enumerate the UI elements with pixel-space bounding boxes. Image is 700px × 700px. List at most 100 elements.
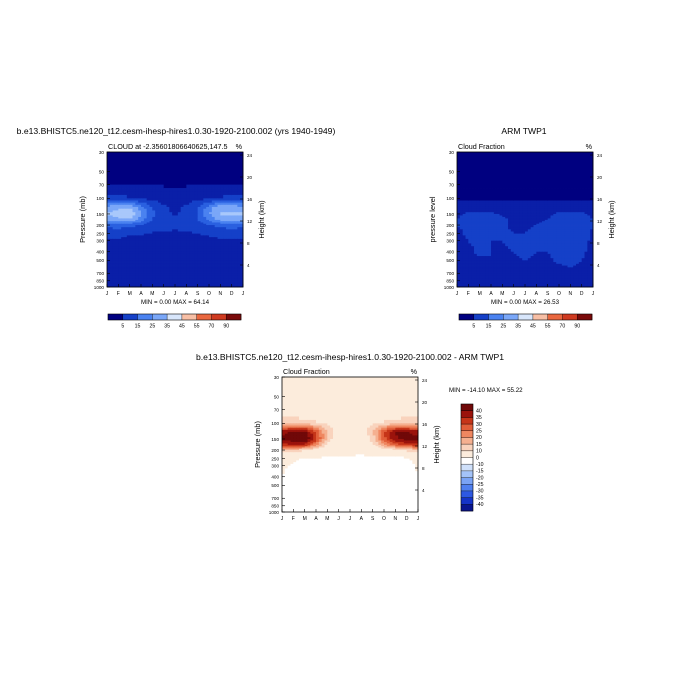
heatmap-cell — [505, 184, 509, 189]
heatmap-cell — [143, 156, 148, 163]
heatmap-cell — [180, 237, 184, 240]
x-tick-label: M — [128, 291, 132, 297]
heatmap-cell — [143, 240, 148, 244]
heatmap-cell — [175, 237, 179, 240]
heatmap-cell — [559, 227, 563, 230]
heatmap-cell — [183, 238, 187, 242]
heatmap-cell — [570, 181, 574, 186]
heatmap-cell — [186, 233, 190, 236]
heatmap-cell — [160, 253, 165, 257]
heatmap-cell — [214, 262, 218, 265]
heatmap-cell — [533, 221, 537, 223]
heatmap-cell — [194, 227, 199, 230]
heatmap-cell — [189, 227, 193, 230]
heatmap-cell — [183, 273, 187, 276]
heatmap-cell — [124, 194, 128, 199]
heatmap-cell — [590, 231, 594, 235]
heatmap-cell — [584, 166, 588, 173]
heatmap-cell — [476, 194, 481, 199]
heatmap-cell — [203, 225, 207, 228]
heatmap-cell — [112, 273, 116, 276]
heatmap-cell — [146, 278, 150, 282]
heatmap-cell — [200, 202, 204, 206]
heatmap-cell — [530, 246, 534, 250]
heatmap-cell — [471, 200, 475, 204]
heatmap-cell — [476, 202, 481, 206]
heatmap-cell — [231, 260, 235, 263]
heatmap-cell — [160, 194, 165, 199]
heatmap-cell — [169, 260, 173, 263]
heatmap-cell — [488, 198, 492, 201]
heatmap-cell — [237, 227, 241, 230]
heatmap-cell — [491, 253, 495, 257]
heatmap-cell — [476, 233, 481, 236]
heatmap-cell — [189, 194, 193, 199]
y-tick-label: 400 — [96, 250, 104, 255]
heatmap-cell — [516, 212, 520, 215]
heatmap-cell — [158, 166, 162, 173]
heatmap-cell — [146, 265, 150, 268]
heatmap-cell — [530, 204, 534, 208]
heatmap-cell — [121, 194, 125, 199]
heatmap-cell — [211, 285, 216, 288]
heatmap-cell — [226, 213, 230, 216]
heatmap-cell — [584, 188, 588, 192]
heatmap-cell — [211, 216, 216, 219]
heatmap-cell — [513, 202, 517, 206]
heatmap-cell — [525, 215, 529, 218]
heatmap-cell — [166, 253, 170, 257]
heatmap-cell — [118, 213, 122, 216]
heatmap-cell — [493, 194, 498, 199]
heatmap-cell — [217, 166, 221, 173]
heatmap-cell — [146, 282, 150, 285]
heatmap-cell — [516, 243, 520, 247]
heatmap-cell — [194, 171, 199, 176]
heatmap-cell — [169, 235, 173, 238]
heatmap-cell — [203, 271, 207, 274]
heatmap-cell — [237, 191, 241, 196]
heatmap-cell — [189, 171, 193, 176]
heatmap-cell — [474, 253, 478, 257]
heatmap-cell — [192, 215, 196, 218]
heatmap-cell — [177, 171, 182, 176]
heatmap-cell — [231, 267, 235, 270]
heatmap-cell — [200, 268, 204, 271]
heatmap-cell — [561, 210, 566, 213]
heatmap-cell — [226, 208, 230, 211]
heatmap-cell — [107, 221, 111, 223]
heatmap-cell — [209, 223, 213, 226]
heatmap-cell — [211, 218, 216, 221]
heatmap-cell — [155, 223, 159, 226]
heatmap-cell — [522, 243, 526, 247]
heatmap-cell — [502, 198, 506, 201]
heatmap-cell — [211, 221, 216, 223]
heatmap-cell — [112, 275, 116, 278]
heatmap-cell — [573, 221, 577, 223]
heatmap-cell — [561, 200, 566, 204]
heatmap-cell — [465, 191, 469, 196]
heatmap-cell — [527, 210, 532, 213]
heatmap-cell — [465, 194, 469, 199]
heatmap-cell — [522, 174, 526, 179]
heatmap-cell — [149, 258, 153, 261]
heatmap-cell — [126, 161, 131, 168]
heatmap-cell — [590, 171, 594, 176]
colorbar-swatch — [211, 314, 227, 320]
heatmap-cell — [231, 248, 235, 253]
heatmap-cell — [553, 231, 557, 235]
heatmap-cell — [112, 271, 116, 274]
heatmap-cell — [194, 156, 199, 163]
heatmap-cell — [129, 270, 133, 273]
heatmap-cell — [118, 210, 122, 213]
heatmap-cell — [132, 231, 136, 235]
heatmap-cell — [141, 282, 145, 285]
heatmap-cell — [186, 251, 190, 255]
heatmap-cell — [163, 277, 167, 280]
heatmap-cell — [228, 152, 233, 158]
heatmap-cell — [462, 216, 466, 219]
heatmap-cell — [491, 215, 495, 218]
heatmap-cell — [479, 191, 483, 196]
heatmap-cell — [214, 181, 218, 186]
heatmap-cell — [519, 218, 523, 221]
heatmap-cell — [107, 225, 111, 228]
